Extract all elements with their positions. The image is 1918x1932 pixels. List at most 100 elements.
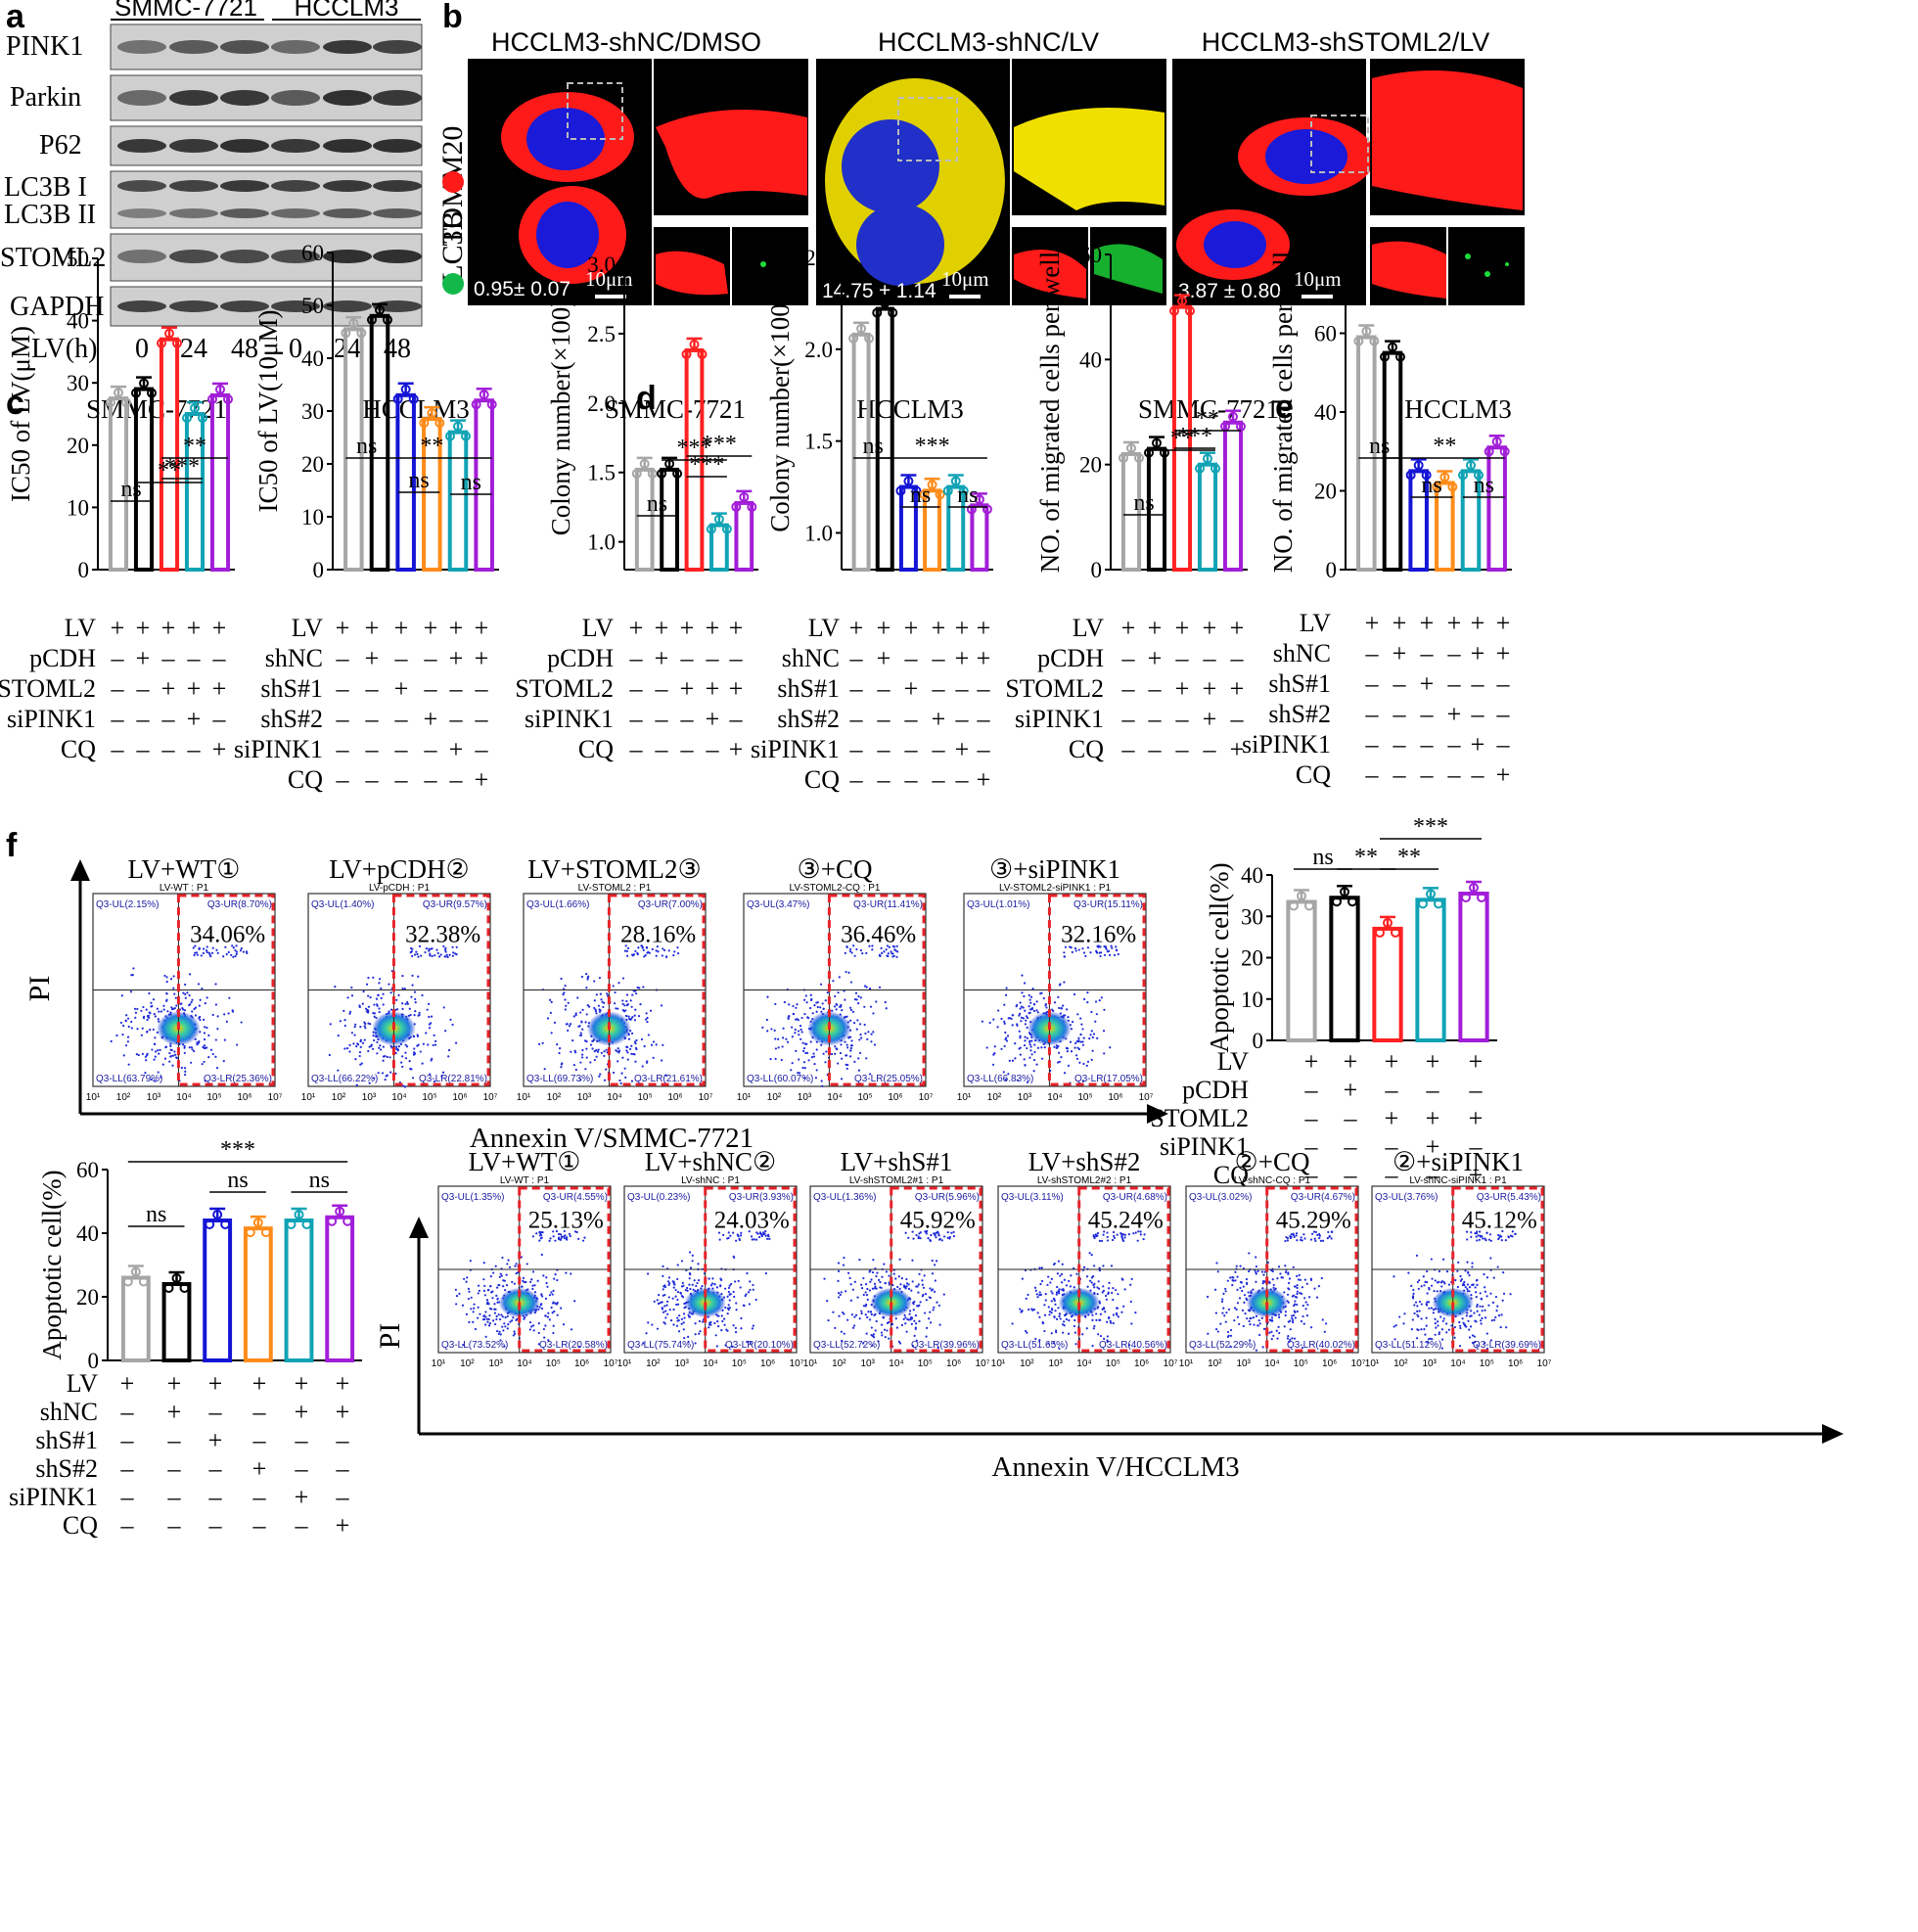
- flow-dot: [371, 1047, 375, 1050]
- flow-dot: [1445, 1331, 1448, 1334]
- apoptosis-percent: 32.38%: [405, 921, 480, 947]
- flow-dot: [667, 1276, 671, 1279]
- flow-dot: [191, 1048, 194, 1051]
- flow-dot: [345, 1047, 349, 1050]
- flow-dot: [838, 976, 841, 979]
- flow-dot: [483, 1294, 486, 1297]
- flow-dot: [788, 1015, 791, 1018]
- flow-dot: [571, 1038, 574, 1042]
- flow-dot: [1507, 1235, 1510, 1238]
- flow-dot: [1112, 1321, 1115, 1325]
- flow-dot: [733, 1295, 736, 1299]
- quadrant-ur: Q3-UR(4.68%): [1103, 1192, 1167, 1203]
- flow-dot: [346, 996, 349, 999]
- flow-dot: [1445, 1270, 1449, 1273]
- flow-dot: [617, 1049, 621, 1052]
- condition-sign: +: [161, 674, 176, 703]
- data-point: [445, 431, 455, 441]
- flow-dot: [1082, 1062, 1085, 1066]
- condition-sign: +: [729, 735, 744, 763]
- flow-dot: [499, 1339, 502, 1342]
- time-3: 0: [289, 334, 302, 364]
- flow-dot: [119, 1021, 123, 1025]
- flow-dot: [1276, 1277, 1279, 1280]
- flow-dot: [752, 1288, 754, 1291]
- flow-dot: [857, 995, 860, 998]
- flow-dot: [414, 997, 417, 1001]
- flow-dot: [626, 1051, 629, 1054]
- flow-dot: [810, 997, 813, 1001]
- flow-dot: [1275, 1329, 1278, 1332]
- flow-dot: [584, 1021, 587, 1024]
- flow-dot: [1248, 1269, 1251, 1273]
- flow-dot: [923, 1274, 926, 1277]
- flow-dot: [708, 1323, 711, 1326]
- flow-dot: [1440, 1285, 1443, 1288]
- flow-dot: [791, 1035, 794, 1038]
- flow-dot: [1430, 1284, 1434, 1287]
- flow-dot: [595, 1055, 598, 1058]
- flow-dot: [547, 1311, 550, 1314]
- flow-dot: [676, 1316, 679, 1319]
- blot-band: [220, 40, 269, 54]
- condition-table: LV + + + + +pCDH – + – – –STOML2– – + + +siPINK1– – – + –C…: [1005, 614, 1244, 763]
- flow-dot: [652, 1040, 656, 1043]
- flow-dot: [573, 1230, 577, 1233]
- flow-dot: [918, 1272, 921, 1275]
- condition-sign: –: [1148, 674, 1163, 703]
- flow-dot: [938, 1323, 941, 1326]
- flow-dot: [1045, 1006, 1048, 1009]
- significance-label: ns: [227, 1168, 248, 1193]
- flow-dot: [799, 1028, 802, 1032]
- flow-dot: [146, 1015, 149, 1018]
- flow-dot: [1450, 1324, 1453, 1327]
- flow-x-tick: 10³: [1018, 1092, 1032, 1103]
- flow-dot: [556, 1278, 559, 1282]
- flow-dot: [1300, 1238, 1302, 1242]
- flow-dot: [933, 1232, 936, 1235]
- condition-sign: +: [449, 614, 464, 642]
- blot-band: [220, 208, 269, 218]
- flow-dot: [1459, 1326, 1462, 1330]
- flow-dot: [1107, 1292, 1110, 1296]
- flow-dot: [1496, 1265, 1499, 1268]
- flow-dot: [171, 1064, 174, 1067]
- flow-dot: [698, 1332, 701, 1335]
- flow-dot: [1058, 1288, 1061, 1291]
- flow-dot: [1270, 1318, 1274, 1322]
- flow-dot: [1064, 1313, 1067, 1316]
- flow-dot: [473, 1307, 476, 1310]
- flow-dot: [1122, 1239, 1125, 1242]
- flow-dot: [859, 1034, 862, 1036]
- condition-label: shS#2: [260, 705, 323, 733]
- flow-dot: [815, 1010, 818, 1013]
- data-point: [713, 514, 724, 525]
- flow-dot: [234, 954, 237, 958]
- flow-dot: [1084, 954, 1087, 958]
- flow-dot: [715, 1345, 718, 1348]
- flow-dot: [764, 1234, 767, 1237]
- flow-dot: [1238, 1297, 1242, 1300]
- flow-dot: [444, 950, 447, 953]
- flow-dot: [363, 1025, 366, 1028]
- flow-dot: [682, 1328, 685, 1331]
- flow-dot: [424, 950, 427, 954]
- flow-dot: [666, 1280, 670, 1283]
- flow-dot: [860, 1036, 863, 1039]
- flow-dot: [157, 1049, 160, 1052]
- flow-dot: [193, 1049, 196, 1053]
- flow-dot: [910, 1316, 913, 1319]
- condition-sign: –: [1385, 1161, 1399, 1189]
- condition-label: LV: [808, 614, 840, 642]
- flow-dot: [701, 1285, 704, 1288]
- flow-dot: [359, 1039, 362, 1043]
- condition-sign: –: [706, 735, 720, 763]
- flow-dot: [927, 1237, 930, 1240]
- flow-dot: [1097, 1287, 1101, 1290]
- flow-dot: [868, 1073, 872, 1076]
- flow-dot: [428, 1023, 432, 1026]
- flow-dot: [1480, 1322, 1483, 1325]
- flow-dot: [1426, 1269, 1429, 1273]
- flow-dot: [631, 954, 634, 957]
- flow-dot: [530, 1278, 533, 1281]
